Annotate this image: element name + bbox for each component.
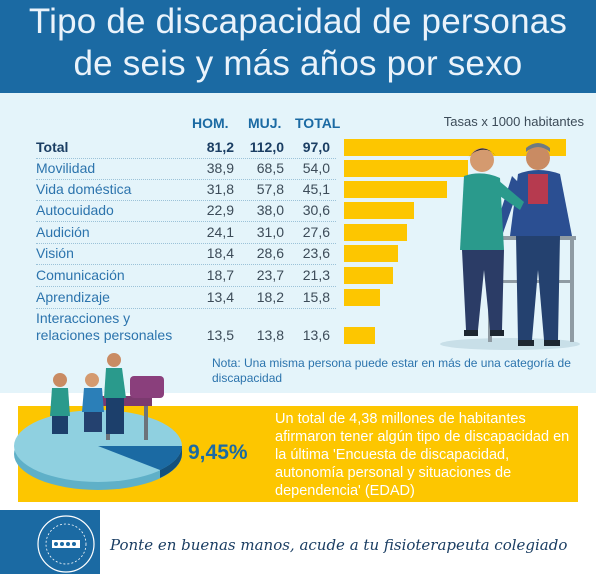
header-banner: Tipo de discapacidad de personas de seis… <box>0 0 596 93</box>
row-label: Movilidad <box>36 160 95 177</box>
row-label: Visión <box>36 245 74 262</box>
women-value: 112,0 <box>249 139 284 155</box>
title-line-1: Tipo de discapacidad de personas <box>28 2 568 41</box>
row-label-line: Visión <box>36 245 74 261</box>
total-bar <box>344 139 566 156</box>
rate-note: Tasas x 1000 habitantes <box>443 114 584 129</box>
women-value: 28,6 <box>256 245 284 261</box>
title-line-2: de seis y más años por sexo <box>73 44 523 83</box>
total-value: 23,6 <box>302 245 330 261</box>
row-separator <box>36 179 336 180</box>
women-value: 18,2 <box>256 289 284 305</box>
row-label: Aprendizaje <box>36 289 110 306</box>
total-value: 30,6 <box>302 202 330 218</box>
row-label: Audición <box>36 224 90 241</box>
pie-illustration <box>14 353 182 490</box>
row-separator <box>36 264 336 265</box>
row-label-line: Audición <box>36 224 90 240</box>
total-bar <box>344 202 414 219</box>
women-value: 38,0 <box>256 202 284 218</box>
row-label-line: Vida doméstica <box>36 181 132 197</box>
men-value: 18,4 <box>206 245 234 261</box>
row-separator <box>36 158 336 159</box>
men-value: 24,1 <box>206 224 234 240</box>
women-value: 23,7 <box>256 267 284 283</box>
footnote: Nota: Una misma persona puede estar en m… <box>212 356 571 385</box>
row-label-line: Interacciones y <box>36 310 131 326</box>
row-label-line: Total <box>36 139 69 155</box>
highlight-text: Un total de 4,38 millones de habitantes … <box>275 411 570 499</box>
total-value: 97,0 <box>302 139 330 155</box>
total-bar <box>344 327 375 344</box>
column-header-total: TOTAL <box>295 115 341 131</box>
total-bar <box>344 267 393 284</box>
men-value: 38,9 <box>206 160 234 176</box>
row-separator <box>36 200 336 201</box>
column-header-men: HOM. <box>192 115 229 131</box>
row-label-line: relaciones personales <box>36 327 173 343</box>
college-logo <box>0 510 100 574</box>
total-value: 13,6 <box>302 327 330 343</box>
women-value: 57,8 <box>256 181 284 197</box>
total-bar <box>344 160 468 177</box>
caregiver-illustration <box>440 143 580 350</box>
highlight-percent: 9,45% <box>188 441 248 464</box>
row-label: Comunicación <box>36 267 125 284</box>
total-value: 15,8 <box>302 289 330 305</box>
total-value: 54,0 <box>302 160 330 176</box>
row-label-line: Aprendizaje <box>36 289 110 305</box>
men-value: 81,2 <box>206 139 234 155</box>
row-label: Total <box>36 139 68 156</box>
row-label-line: Movilidad <box>36 160 96 176</box>
total-value: 27,6 <box>302 224 330 240</box>
row-label-line: Autocuidado <box>36 202 114 218</box>
row-label: Interacciones y relaciones personales <box>36 310 172 344</box>
row-separator <box>36 308 336 309</box>
row-label: Vida doméstica <box>36 181 131 198</box>
men-value: 18,7 <box>206 267 234 283</box>
total-bar <box>344 245 398 262</box>
women-value: 31,0 <box>256 224 284 240</box>
row-label: Autocuidado <box>36 202 114 219</box>
total-value: 21,3 <box>302 267 330 283</box>
men-value: 13,5 <box>206 327 234 343</box>
total-bar <box>344 181 447 198</box>
total-bar <box>344 224 407 241</box>
slogan: Ponte en buenas manos, acude a tu fisiot… <box>110 536 568 554</box>
men-value: 13,4 <box>206 289 234 305</box>
row-separator <box>36 286 336 287</box>
row-separator <box>36 221 336 222</box>
column-header-women: MUJ. <box>248 115 282 131</box>
total-bar <box>344 289 380 306</box>
row-separator <box>36 243 336 244</box>
total-value: 45,1 <box>302 181 330 197</box>
women-value: 13,8 <box>256 327 284 343</box>
men-value: 22,9 <box>206 202 234 218</box>
men-value: 31,8 <box>206 181 234 197</box>
women-value: 68,5 <box>256 160 284 176</box>
row-label-line: Comunicación <box>36 267 125 283</box>
